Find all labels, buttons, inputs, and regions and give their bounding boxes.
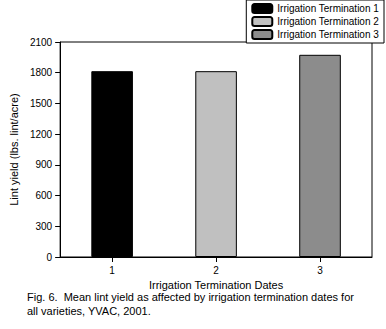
svg-text:1500: 1500 — [30, 98, 53, 109]
svg-text:Irrigation Termination 3: Irrigation Termination 3 — [277, 29, 379, 40]
svg-text:300: 300 — [35, 221, 52, 232]
svg-text:1200: 1200 — [30, 129, 53, 140]
svg-text:all varieties, YVAC, 2001.: all varieties, YVAC, 2001. — [27, 305, 151, 317]
svg-text:900: 900 — [35, 159, 52, 170]
svg-text:2: 2 — [213, 265, 219, 276]
svg-text:3: 3 — [317, 265, 323, 276]
svg-text:2100: 2100 — [30, 37, 53, 48]
svg-text:Irrigation Termination 2: Irrigation Termination 2 — [277, 16, 379, 27]
svg-text:0: 0 — [47, 252, 53, 263]
svg-text:Lint yield (lbs. lint/acre): Lint yield (lbs. lint/acre) — [8, 93, 20, 206]
svg-text:Irrigation Termination 1: Irrigation Termination 1 — [277, 3, 379, 14]
svg-text:Irrigation Termination Dates: Irrigation Termination Dates — [149, 279, 284, 291]
svg-text:600: 600 — [35, 190, 52, 201]
svg-text:Fig. 6. Mean lint yield as af: Fig. 6. Mean lint yield as affected by i… — [27, 291, 357, 303]
svg-text:1800: 1800 — [30, 67, 53, 78]
svg-text:1: 1 — [109, 265, 115, 276]
